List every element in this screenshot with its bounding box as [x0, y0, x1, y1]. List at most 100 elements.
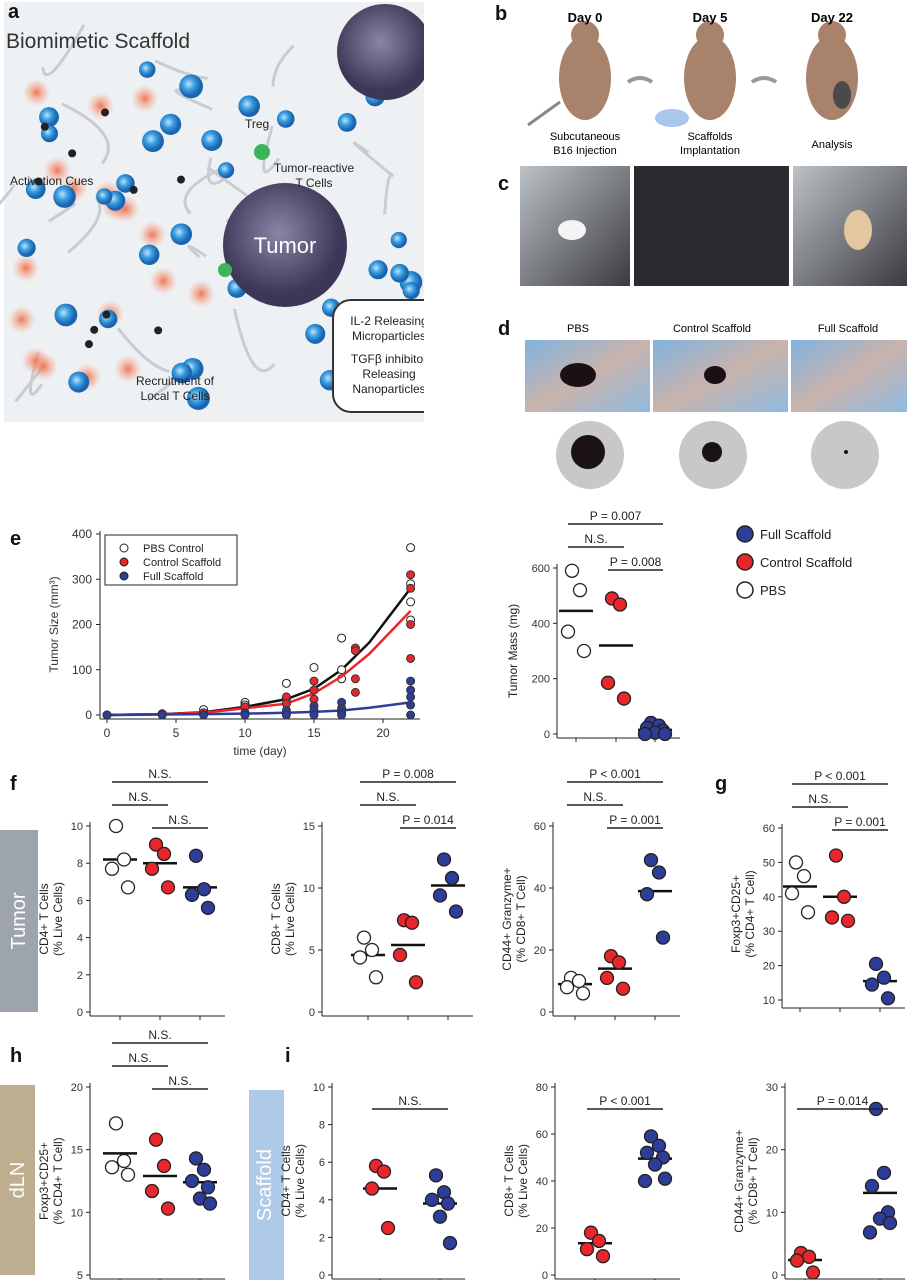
tumor-growth-chart: 0 100 200 300 400 0 5 10 15 20 time (day) Tumor Siz… [47, 527, 420, 758]
step-label: Subcutaneous [550, 131, 621, 143]
data-point-control-scaffold [376, 1164, 392, 1179]
data-point-control-scaffold [380, 1220, 396, 1236]
step-label: Analysis [812, 139, 853, 151]
scatter-chart-i-cd4: 0 2 4 6 8 10 CD4+ T Cells (% Live Cells) N.S. [279, 1082, 465, 1280]
data-point-pbs [116, 1153, 132, 1169]
data-point [406, 653, 416, 663]
y-tick-label: 0 [77, 1007, 83, 1019]
photo-implantation [634, 166, 789, 286]
data-point-full-scaffold [639, 1145, 655, 1160]
step-label: Implantation [680, 145, 740, 157]
tumor-reactive-label-2: T Cells [295, 176, 332, 190]
data-point-control-scaffold [404, 915, 420, 930]
t-cell [238, 95, 261, 117]
y-axis-label: (% Live Cells) [293, 1144, 307, 1218]
mouse-body [559, 36, 611, 120]
significance-label: N.S. [808, 792, 831, 806]
mouse-head [571, 21, 599, 49]
inset-text-3: TGFβ inhibitor [351, 352, 427, 366]
data-point-pbs [572, 582, 588, 598]
data-point-control-scaffold [364, 1181, 380, 1196]
y-tick-label: 100 [72, 663, 92, 677]
tumor-on-mouse [833, 81, 851, 109]
y-tick-label: 4 [319, 1195, 325, 1207]
excised-tumor [702, 442, 722, 462]
y-tick-label: 8 [319, 1120, 325, 1132]
t-cell [390, 263, 409, 283]
group-label: Full Scaffold [818, 323, 878, 335]
y-tick-label: 2 [319, 1232, 325, 1244]
data-point-pbs [784, 886, 800, 901]
excised-tumor [571, 435, 605, 469]
data-point-pbs [800, 905, 816, 920]
recruitment-label-1: Recruitment of [136, 374, 215, 388]
legend-marker [736, 581, 754, 599]
scatter-chart-f-cd4: 0 2 4 6 8 10 CD4+ T Cells (% Live Cells) N.S. N.S… [37, 767, 225, 1020]
y-axis-label: CD44+ Granzyme+ [500, 867, 514, 970]
legend-label: PBS Control [143, 543, 204, 555]
scatter-chart-e-mass: 0 200 400 600 Tumor Mass (mg) P = 0.007 N.S.P … [506, 509, 680, 742]
y-tick-label: 20 [536, 1223, 548, 1235]
t-cell [337, 113, 357, 132]
data-point [406, 710, 416, 720]
data-point-control-scaffold [579, 1242, 595, 1257]
data-point-control-scaffold [156, 846, 172, 862]
y-tick-label: 40 [536, 1176, 548, 1188]
data-point-pbs [576, 643, 592, 659]
data-point-control-scaffold [840, 913, 856, 929]
data-point-pbs [364, 942, 380, 958]
data-point-pbs [559, 980, 575, 995]
data-point [309, 662, 319, 672]
data-point-control-scaffold [591, 1233, 607, 1249]
significance-label: P < 0.001 [599, 1094, 651, 1108]
data-point-full-scaffold [880, 991, 896, 1006]
data-point-pbs [564, 563, 580, 578]
activation-cue-glow [11, 254, 40, 283]
y-tick-label: 40 [763, 892, 775, 904]
mouse-head [818, 21, 846, 49]
data-point [406, 570, 416, 580]
data-point [281, 678, 291, 688]
data-point-pbs [560, 624, 576, 639]
excised-tumor-dish [811, 421, 879, 489]
data-point [337, 665, 347, 675]
y-tick-label: 10 [766, 1207, 778, 1219]
t-cell [201, 129, 223, 151]
data-point-full-scaffold [639, 887, 655, 902]
data-point-full-scaffold [643, 1129, 659, 1144]
treg-label: Treg [245, 117, 269, 131]
significance-label: N.S. [148, 767, 171, 781]
tumor-in-situ [560, 363, 596, 387]
panel-b-timeline: Day 0 Day 5 Day 22 Subcutaneous B16 Inje… [527, 10, 858, 157]
x-axis-label: time (day) [233, 744, 286, 758]
t-cell [170, 223, 193, 245]
y-tick-label: 20 [534, 945, 546, 957]
data-point [350, 674, 360, 684]
data-point-control-scaffold [600, 675, 616, 690]
t-cell [368, 260, 388, 280]
data-point-control-scaffold [824, 910, 840, 925]
significance-label: N.S. [168, 1074, 191, 1088]
data-point-full-scaffold [202, 1196, 218, 1211]
data-point-full-scaffold [196, 1162, 212, 1177]
scaffold-fiber [116, 327, 170, 374]
data-point-control-scaffold [801, 1249, 817, 1264]
y-tick-label: 10 [313, 1082, 325, 1094]
scatter-chart-i-cd8: 0 20 40 60 80 CD8+ T Cells (% Live Cells) P < 0… [502, 1082, 680, 1280]
y-tick-label: 4 [77, 933, 83, 945]
significance-label: P = 0.001 [834, 815, 886, 829]
inset-text-1: IL-2 Releasing [350, 314, 427, 328]
mouse-illustrations [527, 21, 858, 127]
y-tick-label: 0 [544, 729, 550, 741]
activation-cue-glow [130, 84, 159, 113]
dendritic-cell [101, 108, 110, 117]
x-tick-label: 15 [307, 726, 321, 740]
data-point [309, 676, 319, 686]
significance-label: N.S. [128, 1051, 151, 1065]
data-point-full-scaffold [432, 1209, 448, 1224]
t-cell [17, 238, 36, 258]
mouse-head [696, 21, 724, 49]
t-cell [138, 244, 160, 266]
t-cell [171, 362, 193, 384]
data-point-full-scaffold [444, 870, 460, 886]
